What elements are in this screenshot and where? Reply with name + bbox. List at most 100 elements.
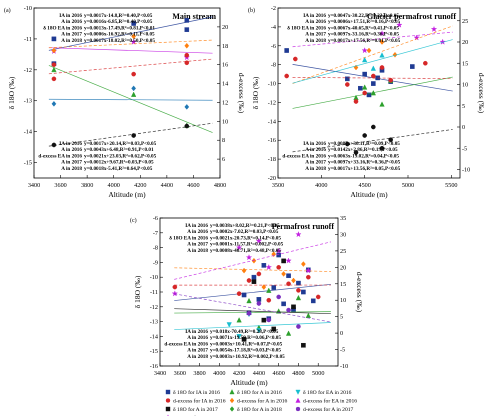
x-tick-label: 4000 xyxy=(315,182,327,189)
data-point xyxy=(291,304,296,310)
equation-label: d-excess EA in 2016 xyxy=(38,153,82,159)
data-point xyxy=(51,100,57,107)
data-point xyxy=(130,38,137,45)
data-point xyxy=(261,284,267,290)
x-tick-label: 4000 xyxy=(213,370,225,377)
y-tick-label: -13 xyxy=(24,98,32,105)
data-point xyxy=(284,48,289,53)
data-point xyxy=(184,104,190,110)
x-tick-label: 4600 xyxy=(272,370,284,377)
data-point xyxy=(131,71,136,77)
data-point xyxy=(371,73,376,79)
data-point xyxy=(256,328,262,334)
y-tick-label: -9 xyxy=(153,259,158,266)
y-tick-label: -18 xyxy=(268,156,276,163)
x-axis-label: Altitude (m) xyxy=(108,190,146,199)
equation-label: A in 2018 xyxy=(61,38,82,44)
equation-text: y=0.0003x+10.41,R²=0.07,P<0.05 xyxy=(210,341,283,347)
y-tick-label: -11 xyxy=(24,36,32,43)
x-tick-label: 4200 xyxy=(134,182,146,189)
legend-label: δ 18O for A in 2016 xyxy=(237,389,282,396)
equation-label: A in 2018 xyxy=(61,166,82,172)
equation-text: y=0.0071x-19.59,R²=0.06,P<0.05 xyxy=(210,335,281,341)
data-point xyxy=(51,76,57,82)
equation-label: A in 2018 xyxy=(187,354,208,360)
y-tick-label: -6 xyxy=(153,215,158,222)
equation-text: y=0.0142x+2.86,R²=0.19,P<0.05 xyxy=(328,147,398,153)
y2-tick-label: 6 xyxy=(222,156,225,163)
trend-line xyxy=(292,129,453,153)
equation-text: y=0.0017x+13.56,R²=0.05,P<0.05 xyxy=(328,166,401,172)
legend-marker xyxy=(229,406,235,412)
equation-text: y=0.0017x-14.8,R²=0.40,P<0.05 xyxy=(84,13,153,19)
y2-tick-label: 12 xyxy=(222,99,228,106)
equation-label: A in 2016 xyxy=(61,147,82,153)
x-tick-label: 5000 xyxy=(312,370,324,377)
data-point xyxy=(315,294,321,300)
y-tick-label: -16 xyxy=(268,137,276,144)
trend-line xyxy=(174,283,331,301)
y-tick-label: -15 xyxy=(24,160,32,167)
y2-tick-label: 15 xyxy=(340,281,346,288)
y2-tick-label: 30 xyxy=(340,231,346,238)
data-point xyxy=(362,90,367,96)
y-tick-label: -16 xyxy=(150,363,158,370)
x-tick-label: 4400 xyxy=(253,370,265,377)
x-axis-label: Altitude (m) xyxy=(350,190,388,199)
data-point xyxy=(366,47,372,54)
legend-marker xyxy=(295,389,301,395)
x-tick-label: 5500 xyxy=(445,182,457,189)
panel-label: (c) xyxy=(130,217,137,224)
data-point xyxy=(246,297,252,304)
y-tick-label: -15 xyxy=(150,348,158,355)
data-point xyxy=(276,265,281,270)
y-tick-label: -11 xyxy=(150,289,158,296)
legend-marker xyxy=(295,397,301,403)
x-tick-label: 4200 xyxy=(233,370,245,377)
x-tick-label: 3400 xyxy=(154,370,166,377)
y2-tick-label: 25 xyxy=(462,18,468,25)
data-point xyxy=(410,64,415,69)
data-point xyxy=(184,27,190,32)
equation-label: A in 2017 xyxy=(61,160,82,166)
trend-line xyxy=(292,31,453,48)
data-point xyxy=(256,297,262,302)
equation-label: A in 2016 xyxy=(187,335,208,341)
data-point xyxy=(131,21,136,26)
y2-tick-label: 15 xyxy=(462,60,468,67)
y-tick-label: -13 xyxy=(150,319,158,326)
trend-line xyxy=(174,322,331,330)
equation-text: y=0.0017x+20.14,R²=0.03,P<0.05 xyxy=(84,141,157,147)
equation-label: A in 2017 xyxy=(61,32,82,38)
x-tick-label: 3600 xyxy=(54,182,66,189)
equation-text: y=0.0021x+23.03,R²=0.62,P<0.05 xyxy=(84,153,157,159)
data-point xyxy=(353,99,359,104)
data-point xyxy=(251,279,257,284)
data-point xyxy=(291,277,296,284)
data-point xyxy=(261,263,267,268)
y-tick-label: -8 xyxy=(271,62,276,69)
equation-text: y=0.018x-70.49,R²=0.28,P<0.05 xyxy=(210,329,279,335)
trend-line xyxy=(174,267,331,272)
legend-marker xyxy=(165,406,171,412)
equation-text: y=0.0054x-17.18,R²=0.03,P<0.05 xyxy=(210,348,281,354)
x-tick-label: 5000 xyxy=(402,182,414,189)
data-point xyxy=(275,247,282,254)
equation-label: IA in 2016 xyxy=(59,13,82,19)
legend-label: δ 18O for IA in 2016 xyxy=(173,389,220,396)
data-point xyxy=(379,39,385,45)
y2-tick-label: 18 xyxy=(222,43,228,50)
data-point xyxy=(379,145,385,151)
legend-label: δ 18O for EA in 2016 xyxy=(303,389,352,396)
equation-text: y=0.0087x+30.11,R²=0.09,P<0.05 xyxy=(328,141,400,147)
data-point xyxy=(131,33,137,40)
data-point xyxy=(358,85,363,91)
data-point xyxy=(184,123,190,129)
trend-line xyxy=(174,241,331,280)
data-point xyxy=(379,101,385,107)
y2-axis-label: d-excess (‰) xyxy=(237,73,246,114)
data-point xyxy=(281,271,286,277)
equation-label: A in 2018 xyxy=(187,248,208,254)
equation-text: y=0.0097x+33.16,R²=0.36,P<0.05 xyxy=(328,160,401,166)
data-point xyxy=(286,307,291,313)
